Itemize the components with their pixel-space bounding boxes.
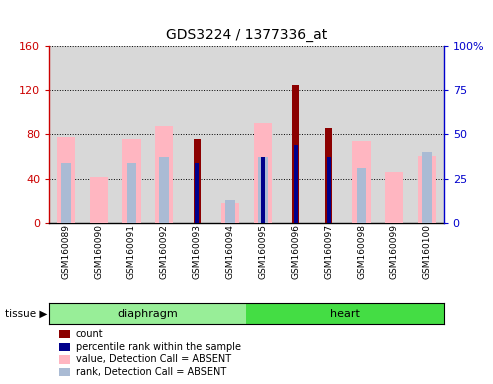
Bar <box>258 157 268 223</box>
Bar <box>356 168 366 223</box>
Bar <box>325 128 332 223</box>
Bar <box>148 46 181 223</box>
Bar <box>155 126 174 223</box>
Text: heart: heart <box>330 309 360 319</box>
Text: count: count <box>76 329 104 339</box>
Bar <box>122 139 141 223</box>
Bar <box>90 177 107 223</box>
Bar <box>127 163 137 223</box>
Bar <box>261 157 265 223</box>
Text: percentile rank within the sample: percentile rank within the sample <box>76 342 241 352</box>
Bar <box>221 203 239 223</box>
Bar <box>423 152 432 223</box>
Bar <box>49 303 247 324</box>
Bar <box>418 157 436 223</box>
Bar <box>294 145 298 223</box>
Bar <box>280 46 312 223</box>
Bar <box>213 46 246 223</box>
Bar <box>378 46 411 223</box>
Bar <box>411 46 444 223</box>
Text: tissue ▶: tissue ▶ <box>5 309 47 319</box>
Bar <box>49 46 82 223</box>
Bar <box>61 163 70 223</box>
Bar <box>312 46 345 223</box>
Bar <box>195 163 199 223</box>
Bar <box>181 46 213 223</box>
Text: rank, Detection Call = ABSENT: rank, Detection Call = ABSENT <box>76 367 226 377</box>
Bar <box>246 303 444 324</box>
Title: GDS3224 / 1377336_at: GDS3224 / 1377336_at <box>166 28 327 42</box>
Bar <box>225 200 235 223</box>
Bar <box>352 141 371 223</box>
Bar <box>82 46 115 223</box>
Bar <box>254 123 272 223</box>
Bar <box>159 157 169 223</box>
Bar <box>246 46 280 223</box>
Text: diaphragm: diaphragm <box>117 309 178 319</box>
Bar <box>115 46 148 223</box>
Bar <box>386 172 403 223</box>
Bar <box>345 46 378 223</box>
Bar <box>327 157 331 223</box>
Bar <box>194 139 201 223</box>
Bar <box>292 85 299 223</box>
Text: value, Detection Call = ABSENT: value, Detection Call = ABSENT <box>76 354 231 364</box>
Bar <box>57 137 75 223</box>
